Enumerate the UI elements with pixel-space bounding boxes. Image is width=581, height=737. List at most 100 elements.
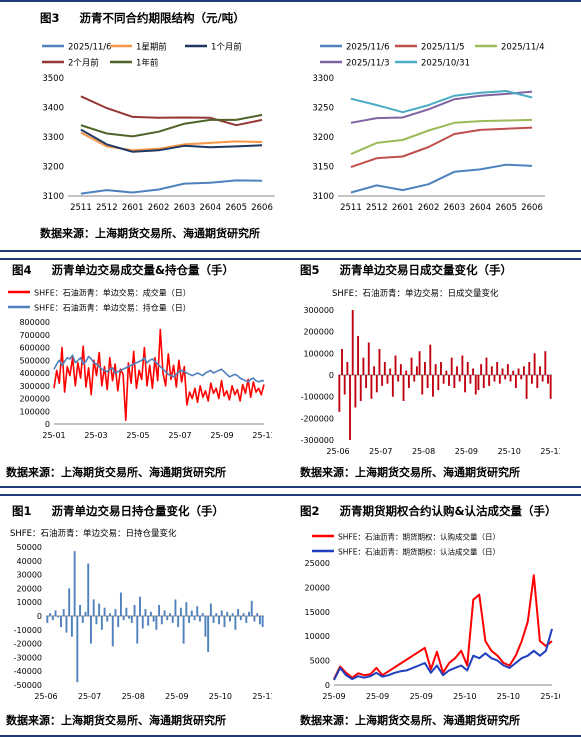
bar xyxy=(109,613,111,616)
bar xyxy=(458,375,461,382)
bar xyxy=(541,375,544,382)
fig5-source: 数据来源：上海期货交易所、海通期货研究所 xyxy=(300,466,520,479)
bar xyxy=(498,375,501,384)
bar xyxy=(147,616,150,626)
bar xyxy=(237,609,240,616)
bar xyxy=(128,616,131,619)
bar xyxy=(90,616,92,644)
legend-label: SHFE：石油沥青：期货期权：认购成交量（日） xyxy=(338,532,500,542)
y-tick-label: 15000 xyxy=(305,608,330,617)
fig3-title: 图3 沥青不同合约期限结构（元/吨） xyxy=(40,10,245,26)
bar xyxy=(253,616,256,622)
y-tick-label: 3300 xyxy=(312,74,334,84)
y-tick-label: 3200 xyxy=(42,163,64,173)
bar xyxy=(152,616,155,622)
bar xyxy=(413,375,416,382)
y-tick-label: 800000 xyxy=(19,318,50,327)
y-tick-label: -200000 xyxy=(301,414,334,423)
chart-term-structure-2: 2025/11/6 2025/11/5 2025/11/4 2025/11/3 2025… xyxy=(312,43,545,213)
y-tick-label: 3200 xyxy=(312,133,334,143)
bar xyxy=(391,375,394,397)
x-tick-label: 25-11 xyxy=(540,447,560,456)
bar xyxy=(343,375,346,395)
bar xyxy=(389,368,392,375)
bar xyxy=(547,375,549,384)
x-tick-label: 25-11 xyxy=(252,692,272,701)
y-tick-label: 700000 xyxy=(19,331,50,340)
bar xyxy=(155,616,158,630)
y-tick-label: 20000 xyxy=(17,584,42,593)
bar xyxy=(522,366,525,375)
bar xyxy=(359,375,362,401)
bar xyxy=(485,357,488,375)
y-tick-label: 50000 xyxy=(17,543,42,552)
y-tick-label: 500000 xyxy=(19,356,50,365)
bar xyxy=(117,616,120,628)
y-tick-label: 20000 xyxy=(305,583,330,592)
bar xyxy=(190,610,193,616)
series-line xyxy=(53,354,264,383)
bar xyxy=(144,609,147,616)
bar xyxy=(239,616,242,621)
bar xyxy=(474,375,477,395)
fig3-number: 图3 xyxy=(40,11,60,25)
bar xyxy=(234,616,237,630)
bar xyxy=(464,375,466,393)
bar xyxy=(207,616,210,652)
bar xyxy=(245,616,248,623)
bar xyxy=(517,368,520,375)
bar xyxy=(488,375,491,386)
fig2-source: 数据来源：上海期货交易所、海通期货研究所 xyxy=(300,714,520,727)
bar xyxy=(394,355,397,375)
x-tick-label: 25-10 xyxy=(453,692,476,701)
bar xyxy=(338,375,341,412)
bar xyxy=(199,616,201,622)
series-caption: SHFE：石油沥青：单边交易：日成交量变化 xyxy=(332,288,499,299)
bar xyxy=(87,563,90,616)
series-line xyxy=(350,126,533,169)
bar xyxy=(367,342,370,375)
y-tick-label: 100000 xyxy=(19,407,50,416)
legend-label: SHFE：石油沥青：单边交易：持仓量（日） xyxy=(34,303,191,313)
bar xyxy=(456,366,458,375)
x-tick-label: 2606 xyxy=(521,203,543,213)
x-tick-label: 25-09 xyxy=(165,692,188,701)
bar xyxy=(357,336,359,375)
x-tick-label: 2605 xyxy=(225,203,247,213)
legend-label: 2025/11/4 xyxy=(501,43,545,53)
bar xyxy=(362,357,365,375)
rule-row3-bottom xyxy=(0,735,581,737)
bar xyxy=(381,375,384,386)
bar xyxy=(477,375,480,391)
bar xyxy=(482,375,485,388)
x-tick-label: 25-05 xyxy=(126,431,149,440)
series-line xyxy=(80,95,263,127)
bar xyxy=(169,613,171,616)
series-caption: SHFE：石油沥青：单边交易：日持仓量变化 xyxy=(10,528,177,539)
bar xyxy=(544,351,547,375)
legend-label: SHFE：石油沥青：期货期权：认沽成交量（日） xyxy=(338,547,500,557)
x-tick-label: 2605 xyxy=(495,203,517,213)
bar xyxy=(228,616,231,622)
x-tick-label: 2602 xyxy=(418,203,440,213)
fig5-title: 图5 沥青单边交易日成交量变化（手） xyxy=(300,262,512,278)
x-tick-label: 2601 xyxy=(392,203,414,213)
y-tick-label: 10000 xyxy=(17,598,42,607)
fig1-title-text: 沥青单边交易日持仓量变化（手） xyxy=(51,504,225,518)
y-tick-label: 100000 xyxy=(303,349,334,358)
bar xyxy=(182,616,185,644)
bar xyxy=(415,366,418,375)
bar xyxy=(504,375,507,380)
bar xyxy=(130,616,133,623)
bar xyxy=(375,375,378,393)
y-tick-label: 400000 xyxy=(19,369,50,378)
bar xyxy=(501,368,504,375)
bar xyxy=(549,375,552,399)
bar xyxy=(136,616,139,644)
bar xyxy=(506,364,509,375)
y-tick-label: 200000 xyxy=(19,395,50,404)
series-line xyxy=(80,128,263,153)
legend-label: 2025/11/3 xyxy=(346,59,390,69)
y-tick-label: 3300 xyxy=(42,133,64,143)
bar xyxy=(354,375,357,408)
